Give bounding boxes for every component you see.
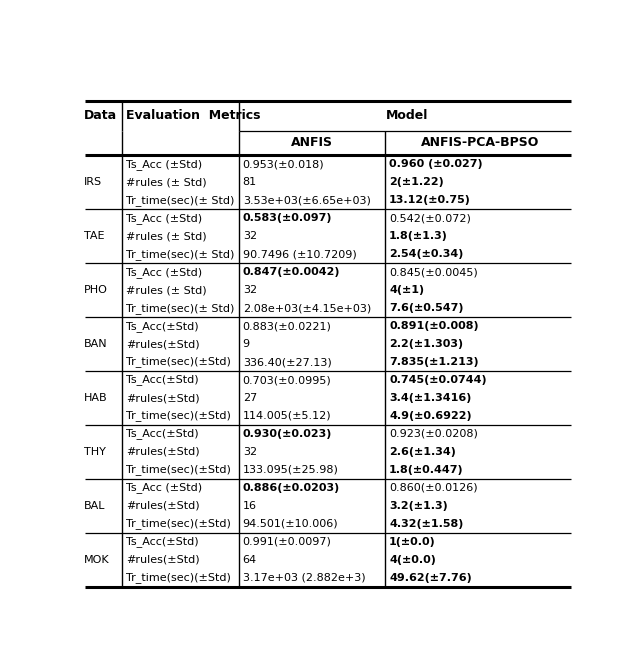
Text: #rules(±Std): #rules(±Std)	[126, 501, 200, 511]
Text: Tr_time(sec)(±Std): Tr_time(sec)(±Std)	[126, 518, 231, 529]
Text: ANFIS-PCA-BPSO: ANFIS-PCA-BPSO	[421, 136, 540, 150]
Text: 32: 32	[243, 231, 257, 241]
Text: 13.12(±0.75): 13.12(±0.75)	[389, 195, 471, 205]
Text: Ts_Acc(±Std): Ts_Acc(±Std)	[126, 428, 199, 440]
Text: 0.703(±0.0995): 0.703(±0.0995)	[243, 375, 332, 385]
Text: 4(±0.0): 4(±0.0)	[389, 555, 436, 565]
Text: Ts_Acc (±Std): Ts_Acc (±Std)	[126, 159, 202, 170]
Text: 2.2(±1.303): 2.2(±1.303)	[389, 339, 463, 349]
Text: 0.930(±0.023): 0.930(±0.023)	[243, 429, 332, 439]
Text: 336.40(±27.13): 336.40(±27.13)	[243, 357, 332, 367]
Text: #rules(±Std): #rules(±Std)	[126, 393, 200, 403]
Text: 32: 32	[243, 447, 257, 457]
Text: 0.923(±0.0208): 0.923(±0.0208)	[389, 429, 478, 439]
Text: 3.17e+03 (2.882e+3): 3.17e+03 (2.882e+3)	[243, 573, 365, 582]
Text: 0.845(±0.0045): 0.845(±0.0045)	[389, 267, 477, 277]
Text: Tr_time(sec)(±Std): Tr_time(sec)(±Std)	[126, 411, 231, 422]
Text: PHO: PHO	[84, 285, 108, 295]
Text: 0.891(±0.008): 0.891(±0.008)	[389, 321, 479, 331]
Text: 0.886(±0.0203): 0.886(±0.0203)	[243, 483, 340, 493]
Text: 3.4(±1.3416): 3.4(±1.3416)	[389, 393, 472, 403]
Text: BAN: BAN	[84, 339, 108, 349]
Text: 2(±1.22): 2(±1.22)	[389, 177, 444, 187]
Text: 64: 64	[243, 555, 257, 565]
Text: MOK: MOK	[84, 555, 109, 565]
Text: TAE: TAE	[84, 231, 104, 241]
Text: 0.953(±0.018): 0.953(±0.018)	[243, 159, 324, 169]
Text: Ts_Acc (±Std): Ts_Acc (±Std)	[126, 267, 202, 278]
Text: 7.835(±1.213): 7.835(±1.213)	[389, 357, 479, 367]
Text: Evaluation  Metrics: Evaluation Metrics	[126, 109, 260, 122]
Text: 0.991(±0.0097): 0.991(±0.0097)	[243, 537, 332, 547]
Text: #rules (± Std): #rules (± Std)	[126, 177, 207, 187]
Text: 32: 32	[243, 285, 257, 295]
Text: #rules(±Std): #rules(±Std)	[126, 447, 200, 457]
Text: 114.005(±5.12): 114.005(±5.12)	[243, 411, 332, 421]
Text: Ts_Acc (±Std): Ts_Acc (±Std)	[126, 212, 202, 224]
Text: Ts_Acc(±Std): Ts_Acc(±Std)	[126, 321, 199, 331]
Text: 0.745(±0.0744): 0.745(±0.0744)	[389, 375, 486, 385]
Text: 2.6(±1.34): 2.6(±1.34)	[389, 447, 456, 457]
Text: Tr_time(sec)(±Std): Tr_time(sec)(±Std)	[126, 464, 231, 476]
Text: Tr_time(sec)(± Std): Tr_time(sec)(± Std)	[126, 248, 234, 260]
Text: Model: Model	[386, 109, 429, 122]
Text: Ts_Acc(±Std): Ts_Acc(±Std)	[126, 375, 199, 385]
Text: 0.847(±0.0042): 0.847(±0.0042)	[243, 267, 340, 277]
Text: 4.9(±0.6922): 4.9(±0.6922)	[389, 411, 472, 421]
Text: 0.583(±0.097): 0.583(±0.097)	[243, 213, 332, 223]
Text: 7.6(±0.547): 7.6(±0.547)	[389, 303, 463, 313]
Text: 1(±0.0): 1(±0.0)	[389, 537, 436, 547]
Text: 2.08e+03(±4.15e+03): 2.08e+03(±4.15e+03)	[243, 303, 371, 313]
Text: 133.095(±25.98): 133.095(±25.98)	[243, 465, 339, 475]
Text: 4(±1): 4(±1)	[389, 285, 424, 295]
Text: HAB: HAB	[84, 393, 108, 403]
Text: 0.960 (±0.027): 0.960 (±0.027)	[389, 159, 483, 169]
Text: 2.54(±0.34): 2.54(±0.34)	[389, 249, 463, 259]
Text: 1.8(±0.447): 1.8(±0.447)	[389, 465, 463, 475]
Text: #rules(±Std): #rules(±Std)	[126, 555, 200, 565]
Text: 0.860(±0.0126): 0.860(±0.0126)	[389, 483, 477, 493]
Text: 16: 16	[243, 501, 257, 511]
Text: BAL: BAL	[84, 501, 106, 511]
Text: Tr_time(sec)(± Std): Tr_time(sec)(± Std)	[126, 303, 234, 313]
Text: 0.542(±0.072): 0.542(±0.072)	[389, 213, 471, 223]
Text: ANFIS: ANFIS	[291, 136, 333, 150]
Text: Tr_time(sec)(±Std): Tr_time(sec)(±Std)	[126, 572, 231, 583]
Text: Data: Data	[84, 109, 117, 122]
Text: THY: THY	[84, 447, 106, 457]
Text: Ts_Acc(±Std): Ts_Acc(±Std)	[126, 536, 199, 547]
Text: Tr_time(sec)(±Std): Tr_time(sec)(±Std)	[126, 357, 231, 367]
Text: #rules(±Std): #rules(±Std)	[126, 339, 200, 349]
Text: #rules (± Std): #rules (± Std)	[126, 231, 207, 241]
Text: Ts_Acc (±Std): Ts_Acc (±Std)	[126, 482, 202, 494]
Text: 9: 9	[243, 339, 250, 349]
Text: 27: 27	[243, 393, 257, 403]
Text: #rules (± Std): #rules (± Std)	[126, 285, 207, 295]
Text: 0.883(±0.0221): 0.883(±0.0221)	[243, 321, 332, 331]
Text: 4.32(±1.58): 4.32(±1.58)	[389, 519, 463, 529]
Text: 90.7496 (±10.7209): 90.7496 (±10.7209)	[243, 249, 356, 259]
Text: 3.53e+03(±6.65e+03): 3.53e+03(±6.65e+03)	[243, 195, 371, 205]
Text: 94.501(±10.006): 94.501(±10.006)	[243, 519, 339, 529]
Text: 3.2(±1.3): 3.2(±1.3)	[389, 501, 448, 511]
Text: 81: 81	[243, 177, 257, 187]
Text: 49.62(±7.76): 49.62(±7.76)	[389, 573, 472, 582]
Text: 1.8(±1.3): 1.8(±1.3)	[389, 231, 448, 241]
Text: IRS: IRS	[84, 177, 102, 187]
Text: Tr_time(sec)(± Std): Tr_time(sec)(± Std)	[126, 195, 234, 206]
